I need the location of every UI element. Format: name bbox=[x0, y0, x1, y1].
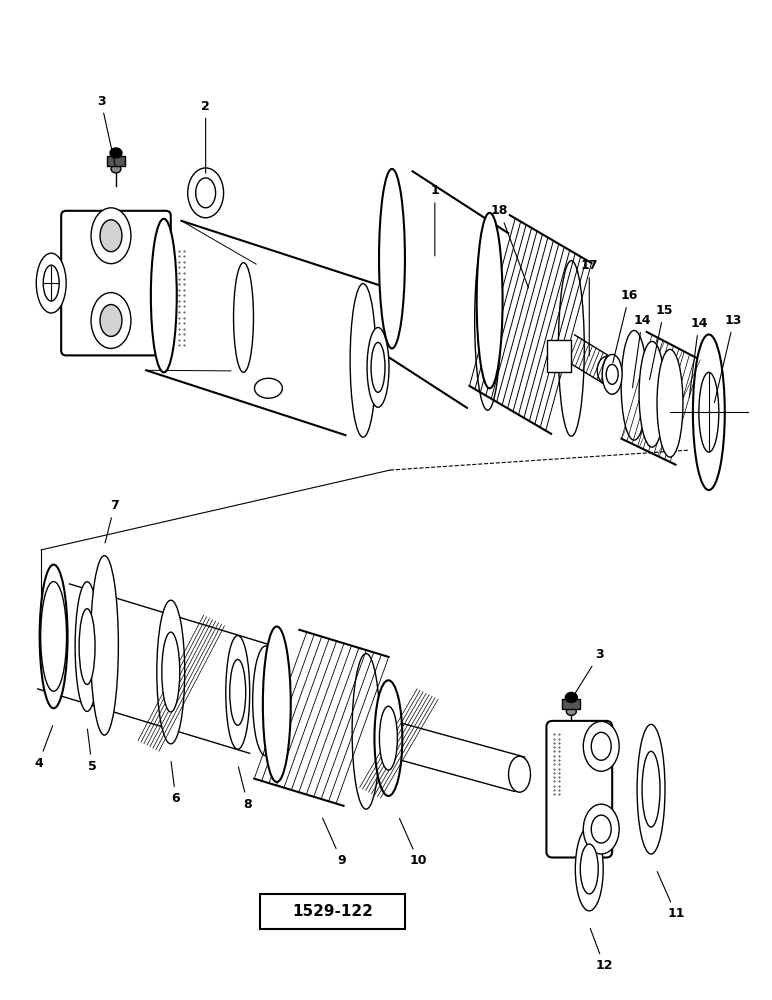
FancyBboxPatch shape bbox=[61, 211, 171, 355]
Ellipse shape bbox=[598, 356, 617, 384]
Text: 1: 1 bbox=[431, 184, 439, 256]
Ellipse shape bbox=[225, 636, 249, 749]
Text: 5: 5 bbox=[87, 729, 96, 773]
Ellipse shape bbox=[41, 582, 66, 691]
Text: 17: 17 bbox=[581, 259, 598, 356]
Text: 11: 11 bbox=[657, 872, 685, 920]
Ellipse shape bbox=[642, 751, 660, 827]
Text: 16: 16 bbox=[613, 289, 638, 363]
Ellipse shape bbox=[637, 724, 665, 854]
Text: 6: 6 bbox=[171, 762, 180, 805]
Ellipse shape bbox=[621, 330, 647, 440]
Text: 1529-122: 1529-122 bbox=[293, 904, 373, 919]
Ellipse shape bbox=[75, 582, 99, 711]
FancyBboxPatch shape bbox=[547, 721, 612, 858]
Ellipse shape bbox=[602, 354, 622, 394]
Bar bbox=[107, 156, 125, 166]
Ellipse shape bbox=[91, 208, 131, 264]
Ellipse shape bbox=[252, 646, 279, 756]
Ellipse shape bbox=[91, 293, 131, 348]
Ellipse shape bbox=[581, 844, 598, 894]
Ellipse shape bbox=[111, 165, 121, 173]
Ellipse shape bbox=[110, 148, 122, 158]
Ellipse shape bbox=[558, 261, 584, 436]
Ellipse shape bbox=[230, 659, 245, 725]
Ellipse shape bbox=[195, 178, 215, 208]
Ellipse shape bbox=[567, 707, 577, 715]
Ellipse shape bbox=[234, 263, 253, 372]
Text: 9: 9 bbox=[323, 818, 346, 867]
Bar bbox=[547, 340, 571, 372]
Ellipse shape bbox=[157, 600, 185, 744]
Ellipse shape bbox=[151, 219, 177, 372]
Text: 12: 12 bbox=[591, 928, 613, 972]
Ellipse shape bbox=[476, 213, 503, 388]
Ellipse shape bbox=[374, 680, 402, 796]
Text: 3: 3 bbox=[96, 95, 115, 166]
Ellipse shape bbox=[350, 284, 376, 437]
Ellipse shape bbox=[371, 342, 385, 392]
Ellipse shape bbox=[39, 565, 67, 708]
Ellipse shape bbox=[90, 556, 118, 735]
Bar bbox=[562, 699, 581, 709]
Ellipse shape bbox=[699, 372, 719, 452]
Ellipse shape bbox=[584, 721, 619, 771]
Text: 10: 10 bbox=[399, 818, 427, 867]
Ellipse shape bbox=[100, 220, 122, 252]
Text: 14: 14 bbox=[632, 314, 651, 388]
Ellipse shape bbox=[509, 756, 530, 792]
Ellipse shape bbox=[188, 168, 224, 218]
Text: 2: 2 bbox=[201, 100, 210, 173]
Ellipse shape bbox=[379, 169, 405, 348]
Ellipse shape bbox=[584, 804, 619, 854]
Text: 13: 13 bbox=[714, 314, 743, 403]
Text: 4: 4 bbox=[34, 726, 52, 770]
Ellipse shape bbox=[367, 327, 389, 407]
Bar bbox=[260, 894, 405, 929]
Text: 8: 8 bbox=[239, 767, 252, 811]
Ellipse shape bbox=[591, 815, 611, 843]
Text: 14: 14 bbox=[689, 317, 708, 398]
Ellipse shape bbox=[79, 609, 95, 684]
Ellipse shape bbox=[639, 341, 665, 447]
Text: 18: 18 bbox=[491, 204, 529, 288]
Text: 15: 15 bbox=[649, 304, 672, 380]
Ellipse shape bbox=[606, 364, 618, 384]
Ellipse shape bbox=[100, 305, 122, 336]
Ellipse shape bbox=[255, 378, 283, 398]
Ellipse shape bbox=[352, 654, 380, 809]
Ellipse shape bbox=[36, 253, 66, 313]
Ellipse shape bbox=[565, 692, 577, 702]
Ellipse shape bbox=[657, 349, 683, 457]
Ellipse shape bbox=[475, 231, 500, 410]
Ellipse shape bbox=[45, 595, 63, 678]
Ellipse shape bbox=[262, 626, 291, 782]
Ellipse shape bbox=[162, 632, 180, 712]
Ellipse shape bbox=[693, 334, 725, 490]
Ellipse shape bbox=[575, 827, 603, 911]
Ellipse shape bbox=[379, 706, 398, 770]
Ellipse shape bbox=[591, 732, 611, 760]
Text: 7: 7 bbox=[105, 499, 119, 543]
Ellipse shape bbox=[43, 265, 59, 301]
Text: 3: 3 bbox=[573, 648, 604, 697]
